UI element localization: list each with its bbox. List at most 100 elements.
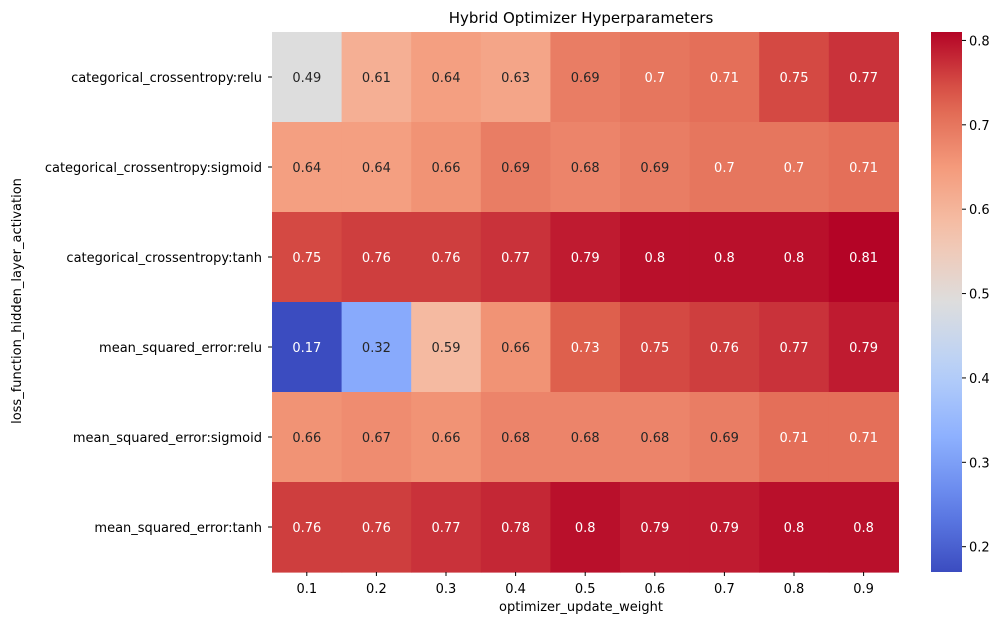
heatmap-cell [480, 392, 551, 483]
cell-value-label: 0.7 [644, 71, 665, 86]
heatmap-cell [272, 392, 343, 483]
cell-value-label: 0.71 [710, 71, 739, 86]
cell-value-label: 0.76 [362, 251, 391, 266]
heatmap-cell [411, 212, 482, 303]
heatmap-cell [480, 212, 551, 303]
heatmap-cell [828, 32, 899, 123]
y-tick-label: categorical_crossentropy:relu [71, 71, 262, 86]
heatmap-cell [341, 32, 412, 123]
colorbar-tick-label: 0.2 [969, 541, 990, 556]
cell-value-label: 0.66 [292, 431, 321, 446]
x-tick-label: 0.2 [366, 582, 387, 597]
y-tick-label: categorical_crossentropy:sigmoid [45, 161, 262, 176]
heatmap-cell [480, 122, 551, 213]
cell-value-label: 0.81 [849, 251, 878, 266]
heatmap-cell [341, 212, 412, 303]
y-axis-label: loss_function_hidden_layer_activation [10, 178, 25, 424]
cell-value-label: 0.75 [640, 341, 669, 356]
heatmap-cell [341, 302, 412, 393]
cell-value-label: 0.7 [714, 161, 735, 176]
heatmap-cell [550, 482, 621, 573]
colorbar: 0.2 0.3 0.4 0.5 0.6 0.7 0.8 [931, 32, 990, 572]
cell-value-label: 0.69 [710, 431, 739, 446]
heatmap-cell [828, 302, 899, 393]
cell-value-label: 0.8 [714, 251, 735, 266]
y-tick-label: mean_squared_error:relu [99, 341, 262, 356]
cell-value-label: 0.78 [501, 521, 530, 536]
x-tick-label: 0.3 [436, 582, 457, 597]
colorbar-tick-label: 0.4 [969, 372, 990, 387]
heatmap-cell [272, 122, 343, 213]
heatmap-cell [272, 302, 343, 393]
cell-value-label: 0.59 [432, 341, 461, 356]
cell-value-label: 0.68 [571, 161, 600, 176]
cell-value-label: 0.79 [710, 521, 739, 536]
cell-value-label: 0.7 [784, 161, 805, 176]
heatmap-cell [480, 482, 551, 573]
cell-value-label: 0.79 [571, 251, 600, 266]
cell-annotations: 0.49 0.61 0.64 0.63 0.69 0.7 0.71 0.75 0.77 0.64 0… [292, 71, 878, 536]
heatmap-cell [759, 302, 830, 393]
x-tick-labels: 0.1 0.2 0.3 0.4 0.5 0.6 0.7 0.8 0.9 [296, 572, 874, 597]
cell-value-label: 0.76 [432, 251, 461, 266]
y-tick-label: categorical_crossentropy:tanh [66, 251, 262, 266]
x-tick-label: 0.4 [505, 582, 526, 597]
cell-value-label: 0.79 [640, 521, 669, 536]
cell-value-label: 0.68 [501, 431, 530, 446]
heatmap-cell [689, 212, 760, 303]
cell-value-label: 0.8 [644, 251, 665, 266]
cell-value-label: 0.79 [849, 341, 878, 356]
cell-value-label: 0.64 [362, 161, 391, 176]
heatmap-cell [759, 212, 830, 303]
heatmap-cell [272, 32, 343, 123]
x-tick-label: 0.5 [575, 582, 596, 597]
heatmap-cell [411, 482, 482, 573]
cell-value-label: 0.76 [362, 521, 391, 536]
heatmap-cell [759, 32, 830, 123]
cell-value-label: 0.75 [780, 71, 809, 86]
heatmap-cell [759, 482, 830, 573]
heatmap-cell [828, 482, 899, 573]
heatmap-cell [411, 392, 482, 483]
colorbar-tick-label: 0.8 [969, 34, 990, 49]
heatmap-cell [689, 302, 760, 393]
heatmap-cell [759, 122, 830, 213]
heatmap-cell [828, 212, 899, 303]
heatmap-cell [689, 392, 760, 483]
chart-title: Hybrid Optimizer Hyperparameters [449, 9, 714, 27]
heatmap-cell [550, 32, 621, 123]
heatmap-cell [480, 302, 551, 393]
cell-value-label: 0.68 [640, 431, 669, 446]
colorbar-tick-label: 0.7 [969, 119, 990, 134]
cell-value-label: 0.77 [849, 71, 878, 86]
x-tick-label: 0.9 [853, 582, 874, 597]
heatmap-cells [272, 32, 899, 573]
heatmap-cell [341, 122, 412, 213]
cell-value-label: 0.66 [501, 341, 530, 356]
heatmap-cell [550, 212, 621, 303]
cell-value-label: 0.68 [571, 431, 600, 446]
heatmap-cell [411, 32, 482, 123]
cell-value-label: 0.63 [501, 71, 530, 86]
cell-value-label: 0.75 [292, 251, 321, 266]
heatmap-cell [620, 302, 691, 393]
heatmap-cell [620, 482, 691, 573]
heatmap-cell [689, 482, 760, 573]
heatmap-cell [759, 392, 830, 483]
cell-value-label: 0.32 [362, 341, 391, 356]
cell-value-label: 0.66 [432, 161, 461, 176]
cell-value-label: 0.61 [362, 71, 391, 86]
colorbar-gradient [931, 32, 962, 572]
cell-value-label: 0.77 [432, 521, 461, 536]
heatmap-cell [828, 122, 899, 213]
x-tick-label: 0.8 [784, 582, 805, 597]
cell-value-label: 0.71 [849, 431, 878, 446]
heatmap-cell [550, 392, 621, 483]
cell-value-label: 0.8 [784, 251, 805, 266]
heatmap-cell [620, 32, 691, 123]
cell-value-label: 0.66 [432, 431, 461, 446]
cell-value-label: 0.73 [571, 341, 600, 356]
cell-value-label: 0.76 [292, 521, 321, 536]
